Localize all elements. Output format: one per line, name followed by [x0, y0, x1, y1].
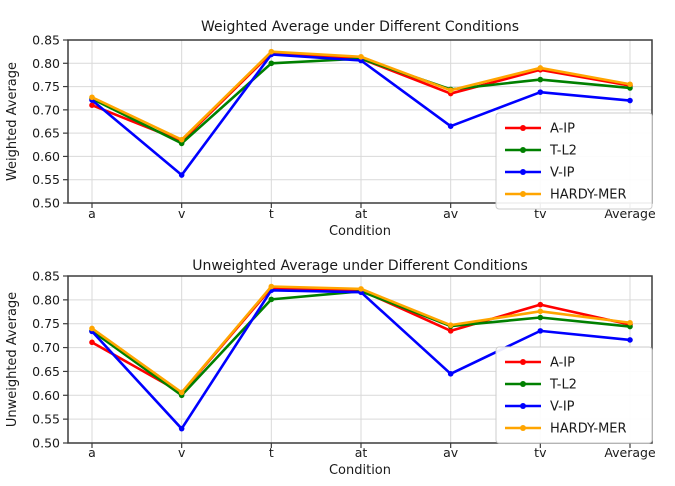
y-tick-label: 0.75: [32, 79, 60, 94]
data-point-T-L2-tv: [537, 314, 544, 321]
data-point-HARDY-MER-a: [89, 325, 95, 332]
x-tick-label: tv: [534, 206, 547, 221]
legend-marker-T-L2: [520, 147, 526, 153]
legend-marker-V-IP: [520, 169, 526, 175]
data-point-HARDY-MER-v: [178, 136, 185, 143]
data-point-V-IP-av: [447, 371, 454, 377]
x-tick-label: t: [269, 445, 274, 460]
legend-label-T-L2: T-L2: [549, 144, 577, 159]
x-tick-label: v: [178, 445, 186, 460]
data-point-V-IP-Average: [627, 97, 633, 104]
data-point-V-IP-Average: [627, 337, 633, 343]
legend-label-A-IP: A-IP: [550, 122, 575, 137]
data-point-V-IP-tv: [537, 89, 544, 95]
chart-title: Weighted Average under Different Conditi…: [201, 19, 519, 35]
x-tick-label: t: [269, 206, 274, 221]
y-tick-label: 0.65: [32, 126, 60, 141]
legend-box: [495, 346, 653, 444]
x-tick-label: av: [443, 445, 459, 460]
data-point-V-IP-v: [178, 172, 185, 178]
y-tick-label: 0.75: [32, 316, 60, 331]
legend-label-V-IP: V-IP: [550, 400, 575, 415]
y-tick-label: 0.80: [32, 56, 60, 71]
legend-label-T-L2: T-L2: [549, 378, 577, 393]
data-point-A-IP-a: [89, 339, 95, 346]
y-tick-label: 0.50: [32, 196, 60, 211]
legend-label-HARDY-MER: HARDY-MER: [550, 422, 627, 437]
data-point-HARDY-MER-av: [447, 87, 454, 94]
data-point-HARDY-MER-Average: [627, 81, 633, 88]
legend-marker-A-IP: [520, 125, 526, 131]
legend-label-A-IP: A-IP: [550, 356, 575, 371]
legend-box: [495, 112, 653, 210]
data-point-V-IP-v: [178, 425, 185, 432]
data-point-HARDY-MER-Average: [627, 319, 633, 326]
x-axis-label: Condition: [329, 224, 391, 239]
legend-marker-A-IP: [520, 359, 526, 365]
data-point-HARDY-MER-t: [268, 283, 275, 290]
data-point-HARDY-MER-tv: [537, 65, 544, 71]
y-tick-label: 0.50: [32, 436, 60, 451]
x-tick-label: v: [178, 206, 186, 221]
y-tick-label: 0.70: [32, 102, 60, 117]
legend-label-HARDY-MER: HARDY-MER: [550, 188, 627, 203]
data-point-HARDY-MER-a: [89, 94, 95, 101]
legend-marker-HARDY-MER: [520, 425, 526, 431]
data-point-HARDY-MER-at: [358, 53, 364, 60]
y-tick-label: 0.80: [32, 292, 60, 307]
y-tick-label: 0.60: [32, 149, 60, 164]
x-axis-label: Condition: [329, 463, 391, 478]
data-point-T-L2-t: [268, 296, 275, 303]
data-point-A-IP-a: [89, 102, 95, 108]
legend-label-V-IP: V-IP: [550, 166, 575, 181]
x-tick-label: at: [355, 206, 368, 221]
weighted-average-chart: 0.50 0.55 0.60 0.65 0.70 0.75 0.80 0.85 a v t at av t…: [5, 19, 656, 239]
y-tick-label: 0.70: [32, 340, 60, 355]
weighted-average-chart-svg: 0.500.550.600.650.700.750.800.85a v t at av t…: [5, 19, 656, 239]
y-tick-label: 0.85: [32, 269, 60, 284]
data-point-T-L2-t: [268, 60, 275, 67]
y-axis-label: Unweighted Average: [5, 292, 20, 427]
x-tick-label: av: [443, 206, 459, 221]
legend-marker-T-L2: [520, 381, 526, 387]
data-point-HARDY-MER-tv: [537, 308, 544, 315]
unweighted-average-chart: 0.50 0.55 0.60 0.65 0.70 0.75 0.80 0.85 a v t at av t…: [0, 243, 675, 486]
legend-marker-V-IP: [520, 403, 526, 409]
data-point-HARDY-MER-av: [447, 322, 454, 328]
data-point-HARDY-MER-t: [268, 48, 275, 55]
y-tick-label: 0.55: [32, 412, 60, 427]
x-tick-label: a: [88, 206, 96, 221]
unweighted-average-chart-svg: 0.500.550.600.650.700.750.800.85a v t at av t…: [5, 258, 656, 478]
data-point-V-IP-av: [447, 123, 454, 129]
x-tick-label: at: [355, 445, 368, 460]
data-point-A-IP-tv: [537, 301, 544, 308]
x-tick-label: a: [88, 445, 96, 460]
data-point-A-IP-av: [447, 328, 454, 334]
data-point-HARDY-MER-at: [358, 286, 364, 292]
y-tick-label: 0.85: [32, 33, 60, 48]
data-point-T-L2-tv: [537, 76, 544, 83]
x-tick-label: Average: [604, 206, 656, 221]
x-tick-label: Average: [604, 445, 656, 460]
chart-title: Unweighted Average under Different Condi…: [192, 258, 528, 274]
y-tick-label: 0.65: [32, 364, 60, 379]
y-tick-label: 0.60: [32, 388, 60, 403]
data-point-HARDY-MER-v: [178, 389, 185, 396]
y-axis-label: Weighted Average: [5, 62, 20, 181]
x-tick-label: tv: [534, 445, 547, 460]
data-point-V-IP-tv: [537, 328, 544, 334]
legend-marker-HARDY-MER: [520, 191, 526, 197]
y-tick-label: 0.55: [32, 172, 60, 187]
